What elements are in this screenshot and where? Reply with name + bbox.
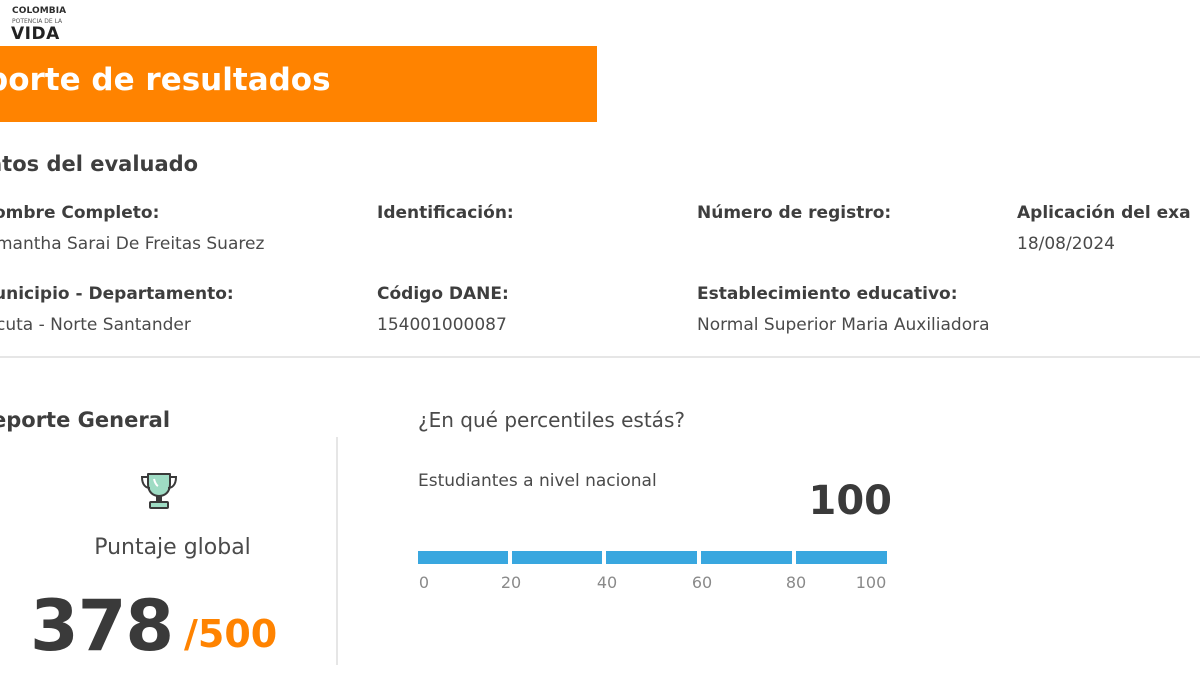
column-divider	[336, 437, 338, 665]
percentile-bar-segment	[418, 551, 508, 564]
percentile-tick: 40	[596, 573, 618, 592]
percentile-question: ¿En qué percentiles estás?	[418, 408, 685, 432]
field-value-aplicacion: 18/08/2024	[1017, 234, 1115, 254]
trophy-icon	[140, 473, 178, 509]
percentile-value: 100	[808, 478, 893, 524]
global-score-max: /500	[184, 612, 278, 656]
percentile-bar-segment	[512, 551, 602, 564]
logo-country-text: COLOMBIA	[12, 6, 67, 16]
page-title: porte de resultados	[0, 62, 331, 98]
report-banner	[0, 46, 597, 122]
field-value-municipio: cuta - Norte Santander	[0, 315, 191, 335]
percentile-tick: 0	[418, 573, 430, 592]
field-label-nombre: ombre Completo:	[0, 203, 160, 223]
percentile-tick: 20	[500, 573, 522, 592]
percentile-tick: 100	[855, 573, 887, 592]
global-score-value: 378	[30, 585, 174, 667]
colombia-potencia-logo: COLOMBIA POTENCIA DE LA VIDA	[0, 3, 82, 45]
percentile-scope-label: Estudiantes a nivel nacional	[418, 471, 657, 491]
field-value-nombre: mantha Sarai De Freitas Suarez	[0, 234, 265, 254]
field-label-dane: Código DANE:	[377, 284, 509, 304]
field-label-municipio: unicipio - Departamento:	[0, 284, 234, 304]
percentile-bar: 0 20 40 60 80 100	[418, 545, 888, 595]
section-divider	[0, 356, 1200, 358]
colombia-flag-icon	[0, 7, 6, 37]
global-score-label: Puntaje global	[94, 535, 251, 560]
logo-tagline-text: POTENCIA DE LA	[12, 18, 63, 25]
percentile-bar-segment	[701, 551, 792, 564]
field-label-aplicacion: Aplicación del exa	[1017, 203, 1191, 223]
logo-vida-text: VIDA	[11, 24, 60, 44]
field-label-identificacion: Identificación:	[377, 203, 514, 223]
field-label-registro: Número de registro:	[697, 203, 892, 223]
section-heading-evaluado: atos del evaluado	[0, 152, 199, 176]
field-value-establecimiento: Normal Superior Maria Auxiliadora	[697, 315, 990, 335]
field-label-establecimiento: Establecimiento educativo:	[697, 284, 958, 304]
percentile-tick: 60	[691, 573, 713, 592]
percentile-bar-segment	[796, 551, 887, 564]
percentile-tick: 80	[785, 573, 807, 592]
section-heading-general: eporte General	[0, 408, 171, 432]
percentile-bar-segment	[606, 551, 697, 564]
field-value-dane: 154001000087	[377, 315, 507, 335]
